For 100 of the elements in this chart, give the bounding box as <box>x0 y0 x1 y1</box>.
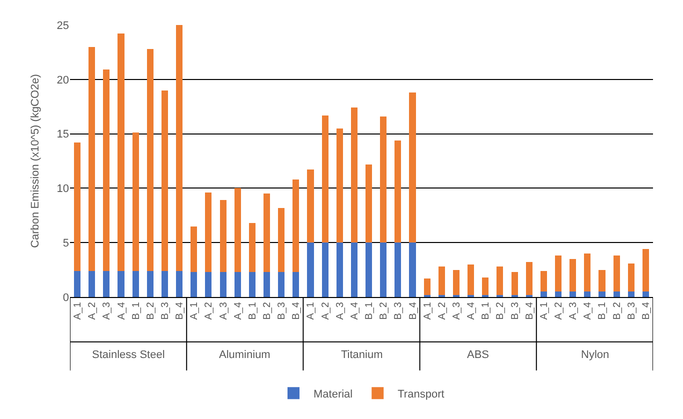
x-tick-label: B_3 <box>510 302 521 320</box>
bar <box>146 270 154 297</box>
bar <box>409 242 416 297</box>
x-tick-label: B_3 <box>160 302 171 320</box>
x-tick-label: B_1 <box>480 302 492 320</box>
bar <box>292 272 300 297</box>
x-tick-label: B_1 <box>130 302 142 320</box>
x-tick-label: A_2 <box>320 302 332 320</box>
x-tick-label: B_2 <box>262 302 274 320</box>
x-tick-label: A_3 <box>568 302 580 320</box>
bar <box>350 108 358 243</box>
x-tick-label: A_1 <box>306 302 317 320</box>
bar <box>118 270 124 297</box>
bar <box>540 270 547 292</box>
y-tick-label: 5 <box>62 237 69 250</box>
legend-label: Material <box>314 388 353 400</box>
bar <box>278 272 285 297</box>
bar <box>424 278 430 295</box>
x-tick-label: B_4 <box>174 302 186 320</box>
x-tick-label: A_2 <box>87 302 98 320</box>
bar <box>103 270 110 297</box>
x-tick-label: B_2 <box>378 302 390 320</box>
x-tick-label: A_4 <box>232 302 244 320</box>
bar <box>161 90 168 271</box>
y-tick-label: 20 <box>56 74 69 86</box>
bar <box>234 272 241 297</box>
bar <box>598 292 606 297</box>
bar <box>176 270 183 297</box>
bar <box>584 292 591 297</box>
bar <box>205 192 212 272</box>
bar <box>394 242 402 297</box>
bar <box>88 270 96 297</box>
y-tick-label: 15 <box>56 128 69 141</box>
x-tick-label: A_1 <box>538 302 550 320</box>
bar <box>248 272 256 297</box>
bar <box>263 194 270 272</box>
x-tick-label: A_1 <box>72 302 84 320</box>
bar <box>132 132 139 271</box>
x-tick-label: A_1 <box>189 302 200 320</box>
x-tick-label: A_3 <box>102 302 113 320</box>
x-tick-label: B_4 <box>291 302 302 320</box>
bar <box>570 292 576 297</box>
x-tick-label: A_2 <box>554 302 565 320</box>
x-tick-label: A_4 <box>582 302 594 320</box>
bar <box>554 256 562 292</box>
bar <box>322 242 328 297</box>
y-tick-label: 10 <box>56 183 69 196</box>
bar <box>161 270 168 297</box>
x-tick-label: A_4 <box>466 302 478 320</box>
x-tick-label: A_3 <box>334 302 346 320</box>
bar <box>322 115 328 243</box>
bar <box>307 170 314 243</box>
bar <box>540 292 547 297</box>
x-tick-label: A_3 <box>451 302 462 320</box>
bar <box>220 200 226 272</box>
bar <box>438 266 445 295</box>
bar <box>336 242 343 297</box>
y-tick-label: 25 <box>56 20 69 32</box>
bar <box>292 180 300 272</box>
bar <box>584 253 591 292</box>
bar <box>380 116 387 243</box>
bar <box>394 140 402 243</box>
bar <box>380 242 387 297</box>
bar <box>350 242 358 297</box>
bar <box>234 188 241 272</box>
bar <box>511 272 518 295</box>
x-tick-label: B_4 <box>524 302 536 320</box>
bar <box>642 292 649 297</box>
bar <box>409 92 416 243</box>
bar <box>336 128 343 243</box>
x-tick-label: B_3 <box>626 302 638 320</box>
bar <box>526 262 532 295</box>
bar <box>103 70 110 271</box>
x-tick-label: B_3 <box>393 302 404 320</box>
bar <box>366 164 372 243</box>
bar <box>278 208 285 272</box>
text: Aluminium <box>219 349 270 361</box>
x-tick-label: A_1 <box>422 302 434 320</box>
x-tick-label: B_4 <box>640 302 652 320</box>
bar <box>496 266 504 295</box>
bar <box>366 242 372 297</box>
bar <box>263 272 270 297</box>
bar <box>190 226 198 272</box>
x-tick-label: B_2 <box>145 302 156 320</box>
text: Nylon <box>581 349 610 361</box>
x-tick-label: A_2 <box>204 302 215 320</box>
bar <box>628 292 634 297</box>
bar <box>74 270 81 297</box>
x-tick-label: B_4 <box>408 302 419 320</box>
x-tick-label: B_2 <box>495 302 506 320</box>
x-tick-label: A_4 <box>349 302 360 320</box>
bar <box>146 48 154 271</box>
text: Stainless Steel <box>92 349 165 361</box>
bar <box>628 263 634 292</box>
bar <box>190 272 198 297</box>
bar <box>118 34 124 271</box>
x-tick-label: A_2 <box>436 302 448 320</box>
bar <box>307 242 314 297</box>
bar <box>570 258 576 292</box>
x-tick-label: A_3 <box>218 302 230 320</box>
